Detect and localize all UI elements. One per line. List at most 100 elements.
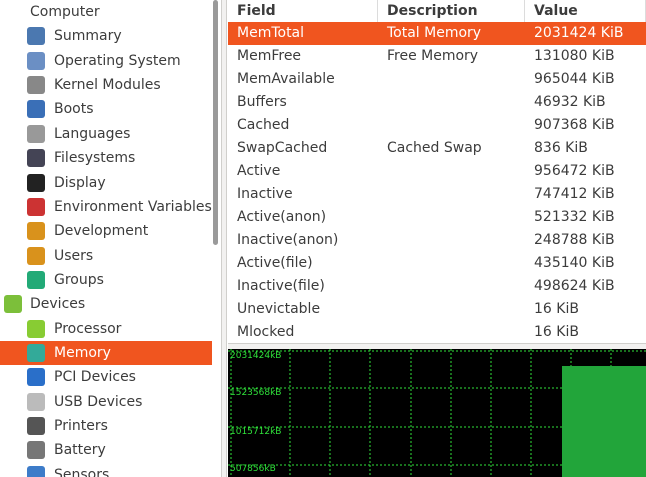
graph-axis-label: 507856kB: [230, 464, 276, 474]
sidebar-item[interactable]: Operating System: [0, 49, 212, 73]
table-cell: Active(file): [237, 255, 313, 271]
sidebar-item[interactable]: USB Devices: [0, 390, 212, 414]
sidebar-item[interactable]: Display: [0, 171, 212, 195]
item-label: Development: [54, 223, 149, 240]
item-label: USB Devices: [54, 393, 143, 410]
graph-axis-label: 2031424kB: [230, 351, 281, 361]
sidebar-item[interactable]: PCI Devices: [0, 365, 212, 389]
item-label: Groups: [54, 271, 104, 288]
item-label: Printers: [54, 418, 108, 435]
item-icon: [27, 197, 45, 216]
item-label: Sensors: [54, 466, 110, 477]
item-icon: [27, 173, 45, 192]
item-label: PCI Devices: [54, 369, 136, 386]
table-row[interactable]: MemFree Free Memory 131080 KiB: [228, 45, 646, 68]
table-row[interactable]: Inactive(anon) 248788 KiB: [228, 229, 646, 252]
table-cell: Inactive(file): [237, 278, 325, 294]
table-cell: 16 KiB: [534, 324, 579, 340]
item-icon: [27, 392, 45, 411]
memory-usage-area: [562, 366, 646, 477]
item-label: Battery: [54, 442, 106, 459]
table-cell: Active: [237, 163, 281, 179]
sidebar-item[interactable]: Summary: [0, 24, 212, 48]
table-row[interactable]: MemTotal Total Memory 2031424 KiB: [228, 22, 646, 45]
table-row[interactable]: MemAvailable 965044 KiB: [228, 68, 646, 91]
item-label: Display: [54, 174, 106, 191]
pane-divider[interactable]: [221, 0, 227, 477]
category-label: Computer: [30, 4, 100, 20]
table-row[interactable]: Unevictable 16 KiB: [228, 298, 646, 321]
table-cell: Inactive(anon): [237, 232, 339, 248]
column-header[interactable]: Value: [525, 0, 646, 22]
item-icon: [27, 417, 45, 436]
item-label: Environment Variables: [54, 198, 212, 215]
memory-graph: 2031424kB 1523568kB 1015712kB 507856kB: [228, 349, 646, 477]
sidebar-item[interactable]: Processor: [0, 317, 212, 341]
sidebar-item[interactable]: Users: [0, 244, 212, 268]
item-icon: [27, 368, 45, 387]
table-row[interactable]: Active(anon) 521332 KiB: [228, 206, 646, 229]
table-cell: 2031424 KiB: [534, 25, 624, 41]
graph-axis-label: 1015712kB: [230, 427, 281, 437]
sidebar-item[interactable]: Groups: [0, 268, 212, 292]
sidebar-item[interactable]: Boots: [0, 97, 212, 121]
table-cell: MemTotal: [237, 25, 305, 41]
item-icon: [27, 344, 45, 363]
item-icon: [27, 149, 45, 168]
graph-axis-label: 1523568kB: [230, 388, 281, 398]
table-cell: 907368 KiB: [534, 117, 615, 133]
scrollbar[interactable]: [213, 0, 218, 245]
column-header[interactable]: Description: [378, 0, 525, 22]
sidebar-item[interactable]: Development: [0, 219, 212, 243]
item-icon: [27, 124, 45, 143]
item-label: Languages: [54, 125, 131, 142]
category-icon: [4, 295, 22, 314]
item-icon: [27, 222, 45, 241]
table-row[interactable]: Buffers 46932 KiB: [228, 91, 646, 114]
table-cell: Unevictable: [237, 301, 321, 317]
table-cell: 435140 KiB: [534, 255, 615, 271]
item-label: Operating System: [54, 52, 181, 69]
item-icon: [27, 465, 45, 477]
table-row[interactable]: Inactive(file) 498624 KiB: [228, 275, 646, 298]
table-cell: MemFree: [237, 48, 302, 64]
sidebar-item[interactable]: Sensors: [0, 463, 212, 477]
table-cell: 747412 KiB: [534, 186, 615, 202]
item-label: Users: [54, 247, 94, 264]
sidebar-item[interactable]: Environment Variables: [0, 195, 212, 219]
sidebar-item[interactable]: Battery: [0, 438, 212, 462]
item-icon: [27, 441, 45, 460]
table-cell: Cached: [237, 117, 290, 133]
item-icon: [27, 270, 45, 289]
sidebar-category: Computer: [0, 0, 212, 24]
table-row[interactable]: Inactive 747412 KiB: [228, 183, 646, 206]
table-row[interactable]: Mlocked 16 KiB: [228, 321, 646, 343]
item-icon: [27, 246, 45, 265]
table-cell: Free Memory: [387, 48, 479, 64]
column-header[interactable]: Field: [228, 0, 378, 22]
pane-divider: [228, 343, 646, 349]
item-icon: [27, 76, 45, 95]
table-cell: 965044 KiB: [534, 71, 615, 87]
category-icon: [4, 3, 22, 21]
item-label: Boots: [54, 101, 94, 118]
table-row[interactable]: Active 956472 KiB: [228, 160, 646, 183]
item-label: Filesystems: [54, 150, 136, 167]
table-row[interactable]: SwapCached Cached Swap 836 KiB: [228, 137, 646, 160]
sidebar-item[interactable]: Languages: [0, 122, 212, 146]
sidebar-item[interactable]: Memory: [0, 341, 212, 366]
table-cell: SwapCached: [237, 140, 328, 156]
item-label: Kernel Modules: [54, 77, 161, 94]
sidebar-item[interactable]: Filesystems: [0, 146, 212, 170]
table-row[interactable]: Cached 907368 KiB: [228, 114, 646, 137]
table-row[interactable]: Active(file) 435140 KiB: [228, 252, 646, 275]
table-cell: Inactive: [237, 186, 293, 202]
memory-table: Field Description Value MemTotal Total Memor…: [228, 0, 646, 343]
sidebar-item[interactable]: Kernel Modules: [0, 73, 212, 97]
table-cell: 46932 KiB: [534, 94, 606, 110]
table-cell: Buffers: [237, 94, 287, 110]
table-cell: Cached Swap: [387, 140, 482, 156]
item-label: Processor: [54, 320, 122, 337]
sidebar-item[interactable]: Printers: [0, 414, 212, 438]
table-cell: 521332 KiB: [534, 209, 615, 225]
